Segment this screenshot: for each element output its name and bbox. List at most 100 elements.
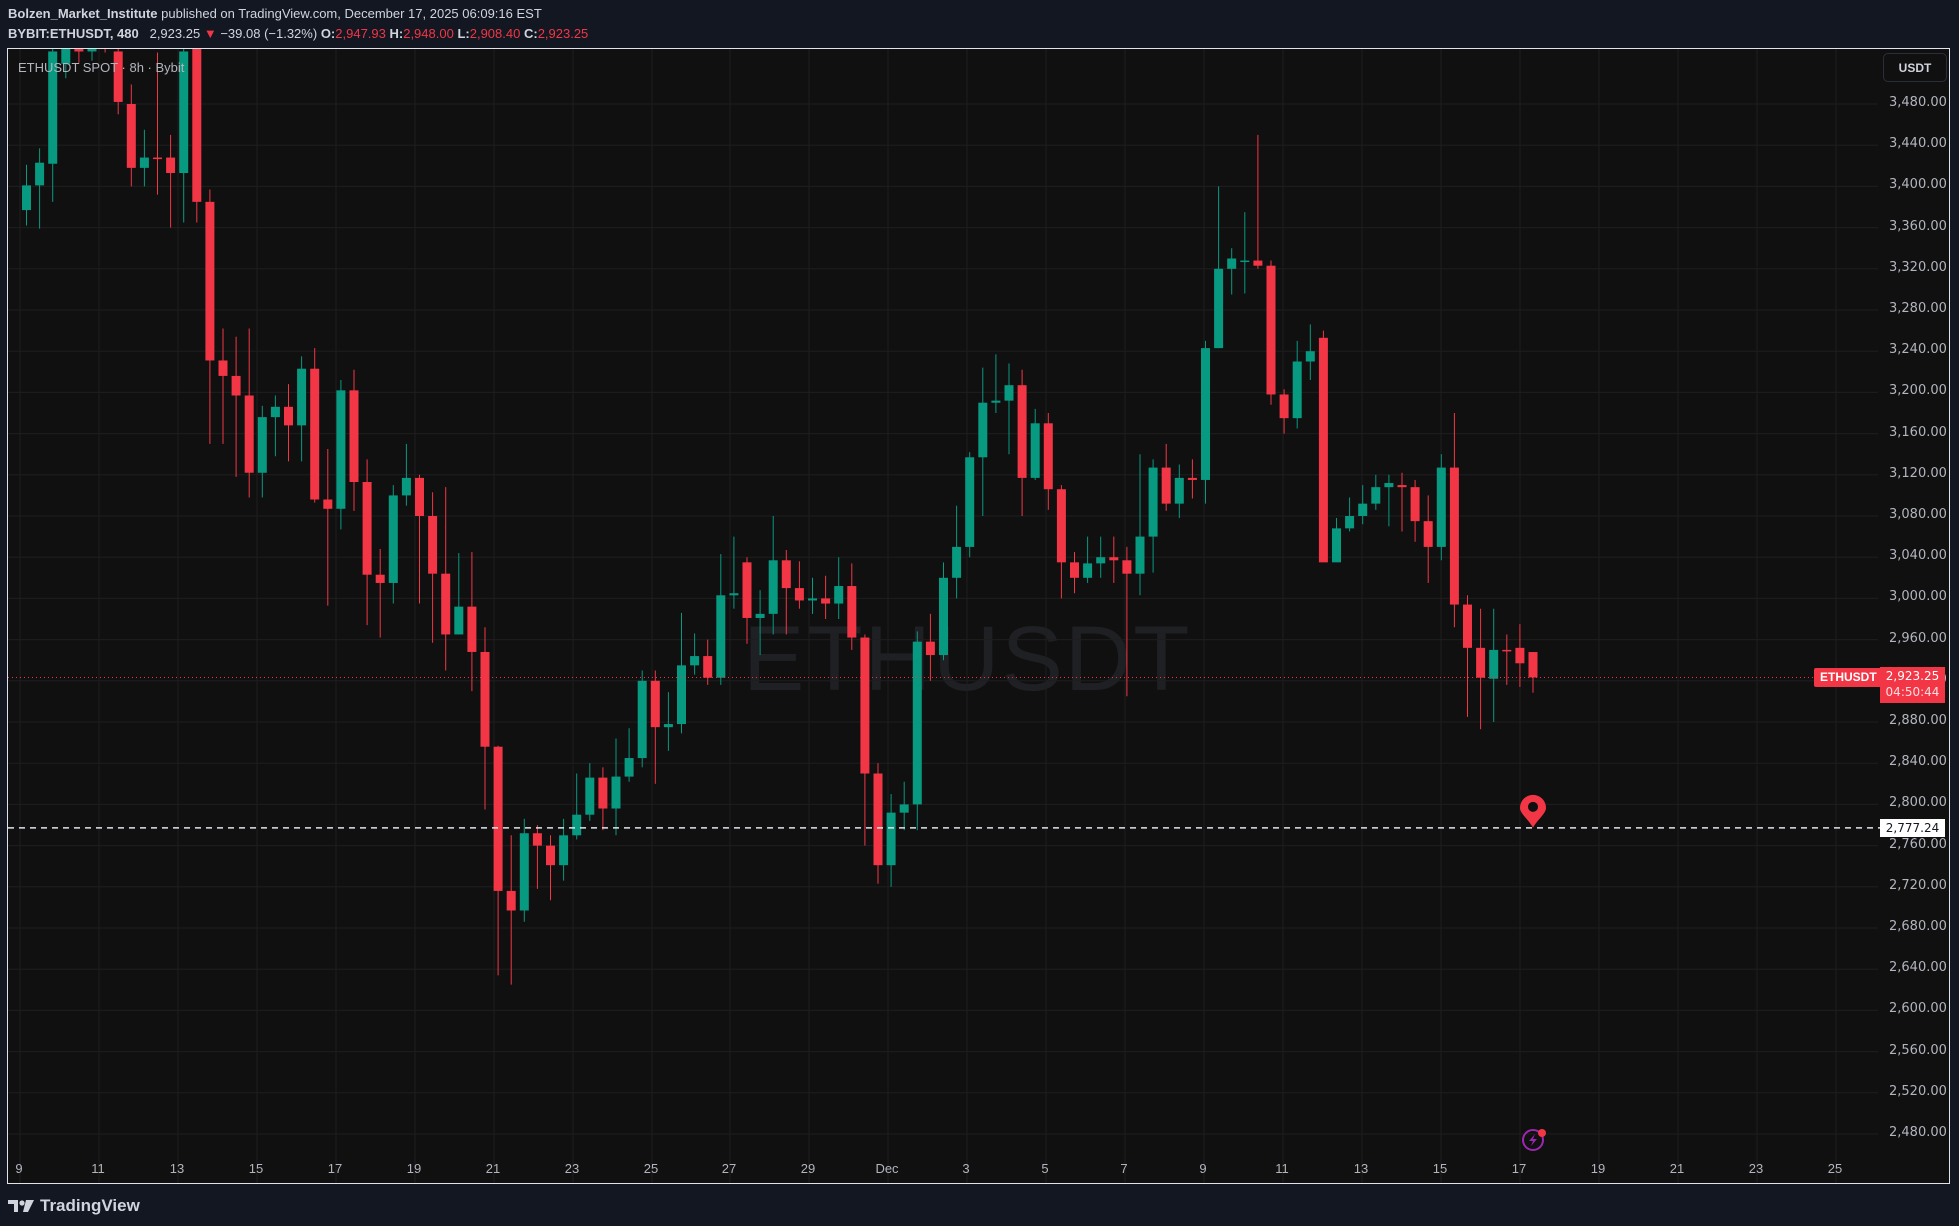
open-label: O: — [320, 26, 336, 41]
candle — [519, 818, 529, 922]
symbol-label: BYBIT:ETHUSDT, 480 — [8, 26, 139, 41]
series-legend[interactable]: ETHUSDT SPOT · 8h · Bybit — [18, 60, 185, 75]
candle — [755, 590, 765, 656]
candle — [965, 452, 975, 558]
lightning-event-icon[interactable] — [1522, 1129, 1544, 1151]
candle — [179, 49, 189, 223]
last-price-tag: 2,923.25 04:50:44 — [1880, 667, 1945, 703]
last-price-value: 2,923.25 — [1885, 669, 1940, 683]
candle — [690, 633, 700, 675]
time-tick-label: 3 — [962, 1161, 970, 1176]
author-name: Bolzen_Market_Institute — [8, 6, 158, 21]
candle — [1240, 212, 1250, 294]
time-tick-label: 15 — [248, 1161, 264, 1176]
candle — [637, 670, 647, 768]
candle — [1449, 413, 1459, 628]
time-tick-label: 19 — [1590, 1161, 1606, 1176]
candle — [1187, 459, 1197, 499]
candle — [1056, 485, 1066, 599]
candle — [192, 49, 202, 223]
candle — [441, 487, 451, 671]
candle — [1043, 413, 1053, 510]
price-tick-label: 2,840.00 — [1889, 754, 1947, 770]
price-tick-label: 2,640.00 — [1889, 960, 1947, 976]
candle — [598, 767, 608, 831]
time-tick-label: 23 — [564, 1161, 580, 1176]
candle — [1017, 369, 1027, 516]
publish-text: published on TradingView.com, December 1… — [157, 6, 542, 21]
candle — [1332, 518, 1341, 563]
price-tick-label: 3,480.00 — [1889, 95, 1947, 110]
time-tick-label: Dec — [875, 1161, 899, 1176]
candle — [336, 380, 346, 530]
time-tick-label: 23 — [1748, 1161, 1764, 1176]
last-price: 2,923.25 — [149, 26, 201, 41]
low-label: L: — [457, 26, 470, 41]
candle — [1174, 464, 1184, 519]
candle — [1489, 608, 1499, 722]
candle — [1070, 552, 1079, 594]
alert-pin-hole — [1528, 801, 1538, 812]
candle — [1528, 651, 1538, 693]
candle — [1135, 454, 1145, 596]
candle — [1201, 340, 1210, 504]
candle — [729, 536, 739, 609]
candle — [74, 49, 84, 63]
candle — [925, 613, 935, 681]
candle — [611, 738, 621, 836]
candle — [1083, 536, 1093, 583]
close-label: C: — [523, 26, 538, 41]
candle — [1004, 363, 1014, 455]
time-tick-label: 21 — [1669, 1161, 1685, 1176]
symbol-watermark: ETHUSDT — [743, 608, 1192, 710]
candle — [1515, 624, 1525, 687]
time-tick-label: 25 — [643, 1161, 659, 1176]
time-tick-label: 9 — [1199, 1161, 1207, 1176]
price-tick-label: 3,000.00 — [1889, 589, 1947, 605]
candle — [104, 49, 106, 53]
candle — [991, 354, 1001, 413]
candle — [860, 634, 870, 846]
candle — [742, 557, 752, 644]
candle — [467, 552, 477, 692]
candle — [1279, 389, 1289, 434]
candle — [1410, 479, 1420, 542]
time-tick-label: 5 — [1041, 1161, 1049, 1176]
price-tick-label: 3,320.00 — [1889, 259, 1947, 275]
candle — [650, 670, 660, 784]
currency-button[interactable]: USDT — [1883, 53, 1947, 82]
price-tick-label: 2,760.00 — [1889, 836, 1947, 852]
candle — [847, 563, 857, 650]
publish-info: Bolzen_Market_Institute published on Tra… — [8, 6, 542, 21]
candle — [1358, 485, 1368, 525]
candle — [624, 728, 634, 782]
candle — [1345, 497, 1355, 532]
close-value: 2,923.25 — [537, 26, 589, 41]
price-tick-label: 3,120.00 — [1889, 465, 1947, 481]
tradingview-logo[interactable]: TradingView — [8, 1196, 140, 1216]
candle — [585, 763, 595, 821]
price-tick-label: 2,480.00 — [1889, 1125, 1947, 1140]
candle — [939, 562, 948, 661]
time-tick-label: 9 — [15, 1161, 23, 1176]
price-tick-label: 3,360.00 — [1889, 218, 1947, 234]
time-tick-label: 13 — [169, 1161, 185, 1176]
candle — [87, 49, 97, 61]
alert-price-tag[interactable]: 2,777.24 — [1880, 819, 1945, 837]
time-tick-label: 29 — [800, 1161, 816, 1176]
candle — [873, 763, 883, 884]
chart-pane[interactable]: ETHUSDT ETHUSDT SPOT · 8h · Bybit — [7, 48, 1950, 1184]
candle — [1318, 330, 1328, 563]
candlestick-plot[interactable] — [8, 49, 1950, 1184]
candle — [270, 395, 280, 457]
notification-dot — [1538, 1129, 1546, 1137]
candle — [808, 577, 817, 614]
candle — [153, 52, 162, 195]
candle — [428, 492, 438, 643]
time-tick-label: 11 — [1275, 1161, 1289, 1176]
candle — [1253, 134, 1263, 269]
candle — [375, 548, 385, 638]
candle — [886, 794, 896, 887]
time-tick-label: 21 — [485, 1161, 501, 1176]
high-value: 2,948.00 — [403, 26, 454, 41]
